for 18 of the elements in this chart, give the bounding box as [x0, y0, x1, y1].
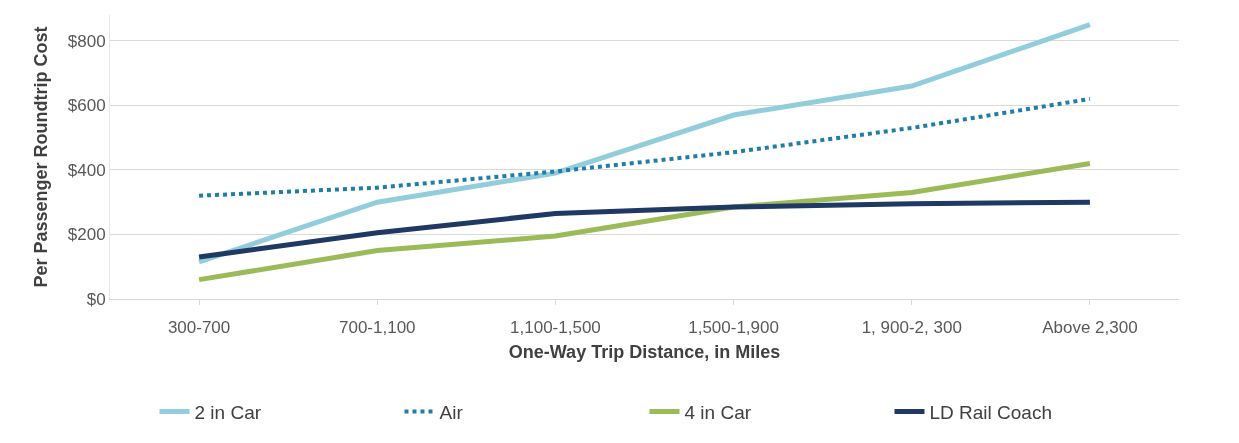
x-tick-label: 1, 900-2, 300 — [861, 318, 962, 338]
x-tick-label: 700-1,100 — [338, 318, 416, 338]
legend-label: 2 in Car — [194, 401, 262, 423]
y-tick-label: $200 — [67, 225, 106, 245]
legend-label: LD Rail Coach — [929, 401, 1052, 423]
x-axis-title: One-Way Trip Distance, in Miles — [508, 341, 781, 362]
y-tick-label: $400 — [67, 160, 106, 180]
y-tick-label: $600 — [67, 96, 106, 116]
legend-label: 4 in Car — [684, 401, 752, 423]
y-tick-label: $800 — [67, 31, 106, 51]
legend-label: Air — [439, 401, 464, 423]
line-series — [197, 96, 1092, 198]
x-tick-label: Above 2,300 — [1042, 318, 1138, 338]
x-tick-label: 1,500-1,900 — [688, 318, 779, 338]
x-tick-label: 300-700 — [167, 318, 231, 338]
x-tick-label: 1,100-1,500 — [510, 318, 601, 338]
y-tick-label: $0 — [86, 289, 106, 309]
y-axis-title: Per Passenger Roundtrip Cost — [30, 26, 51, 288]
